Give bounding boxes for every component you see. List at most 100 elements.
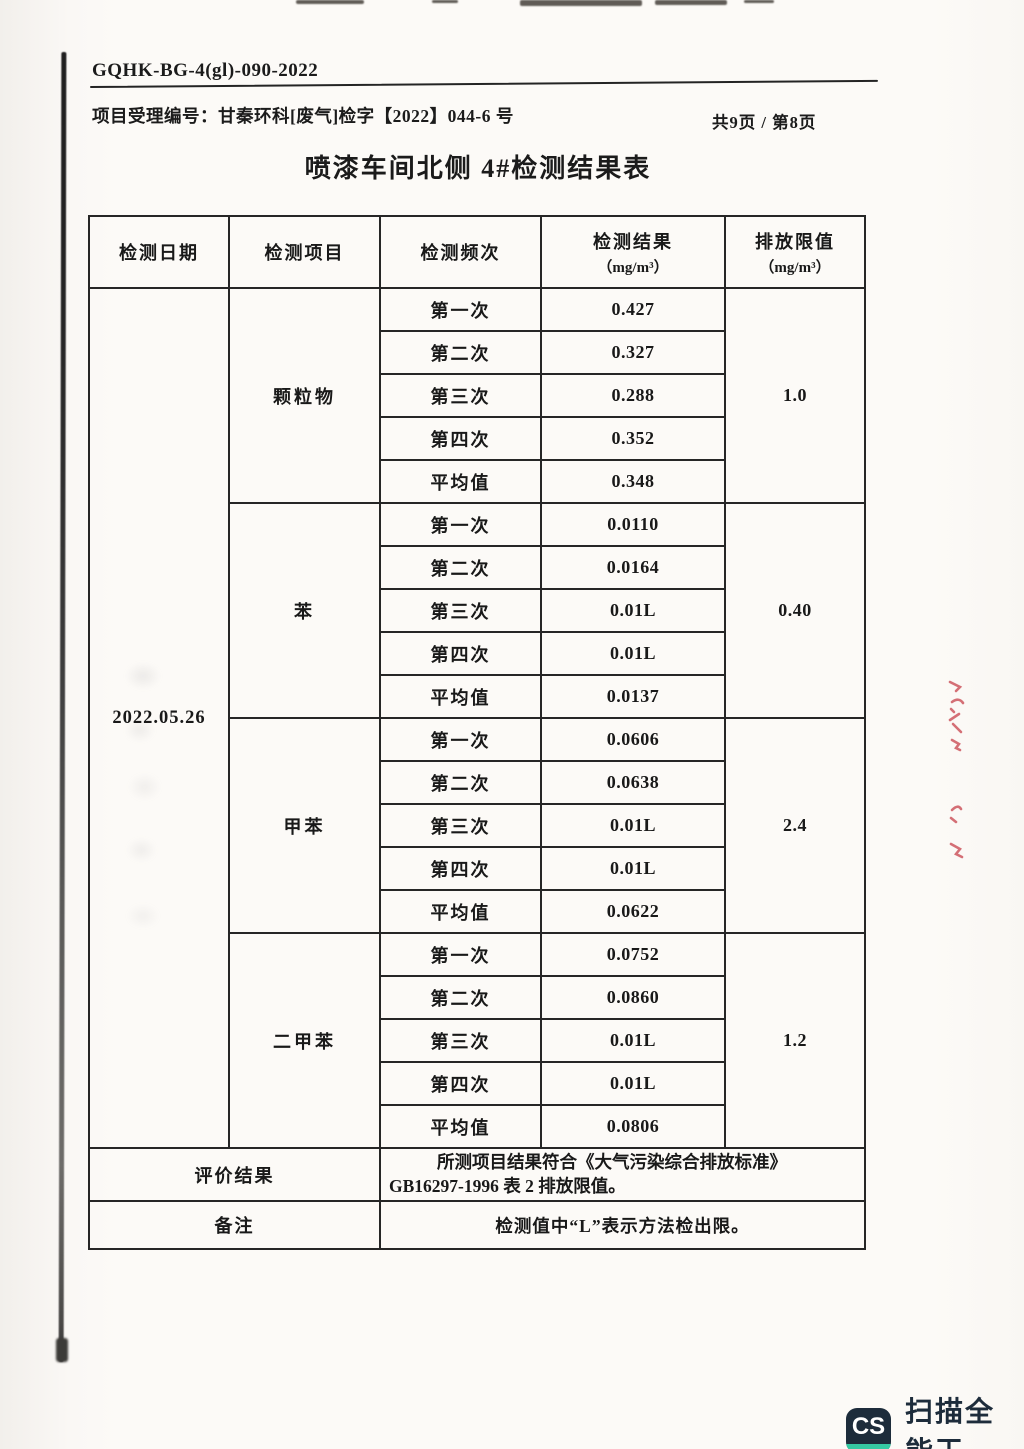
- table-row: 第四次 0.01L: [89, 631, 865, 676]
- cell-value: 0.327: [540, 330, 726, 375]
- table-row: 第四次 0.01L: [89, 1061, 865, 1106]
- scan-top-smudge: [432, 0, 458, 3]
- cell-value: 0.0860: [540, 975, 726, 1020]
- results-table: 检测日期 检测项目 检测频次 检测结果 （mg/m³） 排放限值 （mg/m³） 2…: [88, 215, 866, 1251]
- cell-item: 颗粒物: [228, 287, 381, 504]
- cell-value: 0.01L: [540, 1061, 726, 1106]
- table-row: 第三次 0.01L: [89, 588, 865, 633]
- cell-freq: 第四次: [379, 846, 542, 891]
- cell-freq: 第一次: [379, 717, 542, 762]
- cell-freq: 第一次: [379, 502, 542, 547]
- table-row: 第二次 0.0164: [89, 545, 865, 590]
- evaluation-line2: GB16297-1996 表 2 排放限值。: [389, 1175, 626, 1196]
- cell-value: 0.352: [540, 416, 726, 461]
- col-header-item: 检测项目: [228, 215, 381, 289]
- table-row: 第二次 0.0860: [89, 975, 865, 1020]
- cell-value: 0.348: [540, 459, 726, 504]
- table-row: 平均值 0.348: [89, 459, 865, 504]
- cell-item: 二甲苯: [228, 932, 381, 1149]
- cell-value: 0.0606: [540, 717, 726, 762]
- red-ink-marks: [948, 680, 965, 859]
- evaluation-line1: 所测项目结果符合《大气污染综合排放标准》: [437, 1152, 787, 1172]
- cell-value: 0.01L: [540, 631, 726, 676]
- cell-value: 0.01L: [540, 803, 726, 848]
- cell-date: 2022.05.26: [88, 287, 230, 1149]
- cell-value: 0.288: [540, 373, 726, 418]
- cell-freq: 第四次: [379, 631, 542, 676]
- cell-limit: 0.40: [724, 502, 866, 719]
- table-row: 二甲苯 第一次 0.0752 1.2: [89, 932, 866, 1149]
- evaluation-row: 评价结果 所测项目结果符合《大气污染综合排放标准》 GB16297-1996 表…: [88, 1146, 866, 1203]
- col-header-frequency: 检测频次: [379, 215, 542, 289]
- table-row: 第二次 0.0638: [89, 760, 865, 805]
- remark-row: 备注 检测值中“L”表示方法检出限。: [88, 1200, 866, 1251]
- document-code: GQHK-BG-4(gl)-090-2022: [92, 60, 319, 81]
- cell-freq: 平均值: [379, 459, 542, 504]
- cell-value: 0.0638: [540, 760, 726, 805]
- table-row: 平均值 0.0137: [89, 674, 865, 719]
- page-indicator: 共9页 / 第8页: [712, 113, 817, 132]
- cell-freq: 第二次: [379, 330, 542, 375]
- cell-limit: 1.2: [724, 932, 866, 1149]
- scan-edge-foot: [56, 1338, 68, 1362]
- cell-value: 0.0164: [540, 545, 726, 590]
- table-row: 第四次 0.01L: [89, 846, 865, 891]
- cell-freq: 第二次: [379, 545, 542, 590]
- scan-top-smudge: [520, 0, 642, 6]
- cell-freq: 第四次: [379, 1061, 542, 1106]
- table-row: 第三次 0.288: [89, 373, 865, 418]
- cell-freq: 平均值: [379, 1104, 542, 1149]
- table-row: 平均值 0.0806: [89, 1104, 865, 1149]
- table-row: 2022.05.26 颗粒物 第一次 0.427 1.0: [88, 287, 866, 1149]
- table-row: 甲苯 第一次 0.0606 2.4: [89, 717, 866, 934]
- project-acceptance-number: 项目受理编号：甘秦环科[废气]检字【2022】044-6 号: [92, 106, 514, 126]
- table-row: 第三次 0.01L: [89, 1018, 865, 1063]
- cell-value: 0.0806: [540, 1104, 726, 1149]
- table-row: 苯 第一次 0.0110 0.40: [89, 502, 866, 719]
- table-row: 第四次 0.352: [89, 416, 865, 461]
- cell-limit: 1.0: [724, 287, 866, 504]
- cell-freq: 第一次: [379, 932, 542, 977]
- scan-top-smudge: [655, 0, 727, 5]
- cell-value: 0.01L: [540, 846, 726, 891]
- cell-freq: 第三次: [379, 1018, 542, 1063]
- evaluation-content: 所测项目结果符合《大气污染综合排放标准》 GB16297-1996 表 2 排放…: [379, 1146, 866, 1203]
- cell-freq: 平均值: [379, 889, 542, 934]
- cell-value: 0.0622: [540, 889, 726, 934]
- remark-label: 备注: [88, 1200, 381, 1251]
- cell-value: 0.01L: [540, 588, 726, 633]
- col-header-date: 检测日期: [88, 215, 230, 289]
- cell-value: 0.0752: [540, 932, 726, 977]
- evaluation-label: 评价结果: [88, 1146, 381, 1203]
- table-header-row: 检测日期 检测项目 检测频次 检测结果 （mg/m³） 排放限值 （mg/m³）: [88, 215, 866, 289]
- scan-top-smudge: [296, 0, 364, 4]
- page-title: 喷漆车间北侧 4#检测结果表: [304, 154, 652, 183]
- table-row: 第三次 0.01L: [89, 803, 865, 848]
- cell-value: 0.0137: [540, 674, 726, 719]
- cell-value: 0.427: [540, 287, 726, 332]
- scan-edge-line: [58, 51, 67, 1363]
- remark-content: 检测值中“L”表示方法检出限。: [379, 1200, 866, 1251]
- col-header-limit: 排放限值 （mg/m³）: [724, 215, 866, 289]
- cell-freq: 第二次: [379, 975, 542, 1020]
- cell-freq: 第三次: [379, 588, 542, 633]
- cell-value: 0.01L: [540, 1018, 726, 1063]
- cell-freq: 第二次: [379, 760, 542, 805]
- cell-freq: 第三次: [379, 803, 542, 848]
- camscanner-name: 扫描全能王: [905, 1396, 996, 1449]
- cell-freq: 平均值: [379, 674, 542, 719]
- cell-freq: 第四次: [379, 416, 542, 461]
- camscanner-logo: CS 扫描全能王: [846, 1390, 1024, 1449]
- cell-item: 苯: [228, 502, 381, 719]
- cell-freq: 第一次: [379, 287, 542, 332]
- cell-freq: 第三次: [379, 373, 542, 418]
- table-row: 第二次 0.327: [89, 330, 865, 375]
- scan-top-smudge: [744, 0, 774, 3]
- table-row: 平均值 0.0622: [89, 889, 865, 934]
- col-header-result: 检测结果 （mg/m³）: [540, 215, 726, 289]
- cell-value: 0.0110: [540, 502, 726, 547]
- camscanner-badge-icon: CS: [846, 1407, 891, 1449]
- cell-limit: 2.4: [724, 717, 866, 934]
- cell-item: 甲苯: [228, 717, 381, 934]
